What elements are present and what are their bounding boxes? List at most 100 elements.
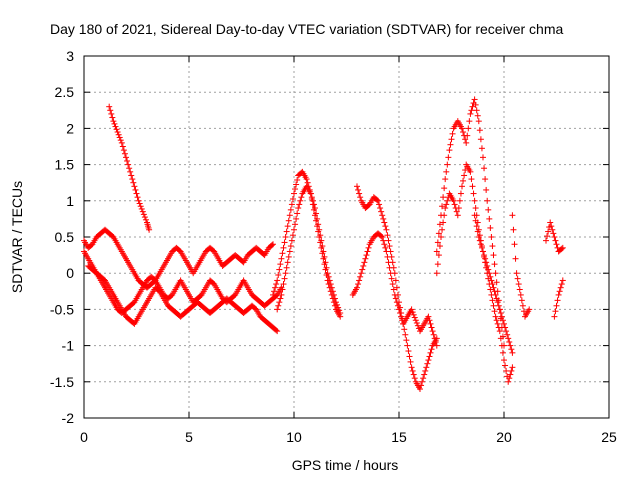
- data-point-interp: [512, 255, 519, 262]
- data-point-interp: [125, 161, 132, 168]
- data-point-interp: [428, 346, 435, 353]
- data-point-interp: [476, 237, 483, 244]
- data-point: [421, 371, 428, 378]
- data-point-interp: [456, 197, 463, 204]
- data-point-interp: [381, 219, 388, 226]
- data-point: [496, 306, 503, 313]
- data-point-interp: [386, 243, 393, 250]
- data-point-interp: [288, 237, 295, 244]
- y-tick-label: -1.5: [50, 374, 74, 390]
- data-point-interp: [432, 338, 439, 345]
- data-point-interp: [392, 295, 399, 302]
- data-point-interp: [514, 275, 521, 282]
- data-point: [114, 129, 121, 136]
- data-point-interp: [355, 281, 362, 288]
- data-point-interp: [330, 291, 337, 298]
- data-point: [354, 183, 360, 190]
- data-point-interp: [411, 375, 418, 382]
- data-point-interp: [126, 165, 133, 172]
- data-point-interp: [434, 261, 441, 268]
- data-point-interp: [113, 126, 120, 133]
- data-point-interp: [511, 241, 518, 248]
- data-point: [517, 291, 524, 298]
- data-point: [551, 234, 558, 240]
- data-point-interp: [293, 181, 300, 188]
- data-point-interp: [357, 194, 364, 201]
- data-point-interp: [436, 221, 443, 228]
- data-point: [475, 234, 482, 240]
- data-point-interp: [377, 205, 384, 212]
- data-point: [312, 205, 318, 212]
- data-point-interp: [406, 353, 413, 360]
- data-point-interp: [472, 205, 479, 212]
- data-point-interp: [384, 253, 391, 260]
- data-point-interp: [381, 241, 388, 248]
- data-point-interp: [407, 358, 414, 365]
- data-point: [442, 205, 449, 212]
- data-point-interp: [334, 301, 341, 308]
- data-point: [496, 328, 503, 335]
- data-point-interp: [273, 281, 280, 288]
- data-point: [412, 317, 419, 324]
- data-point: [328, 284, 335, 291]
- data-point: [513, 270, 520, 277]
- data-point-interp: [493, 317, 500, 324]
- data-point-interp: [499, 349, 506, 356]
- x-tick-labels: 0 5 10 15 20 25: [80, 429, 617, 445]
- data-point: [488, 277, 495, 284]
- data-point-interp: [478, 145, 485, 152]
- data-point: [282, 270, 289, 277]
- data-point-interp: [435, 230, 442, 237]
- y-tick-label: 2: [66, 120, 74, 136]
- data-point-interp: [468, 107, 475, 114]
- data-point-interp: [508, 346, 515, 353]
- data-point-interp: [436, 243, 443, 250]
- data-point-interp: [317, 232, 324, 239]
- data-point-interp: [468, 176, 475, 183]
- data-point-interp: [115, 131, 122, 138]
- data-point-interp: [482, 255, 489, 262]
- data-point-interp: [297, 197, 304, 204]
- data-point-interp: [392, 277, 399, 284]
- data-point-interp: [284, 223, 291, 230]
- data-point-interp: [489, 297, 496, 304]
- data-point-interp: [276, 299, 283, 306]
- data-point: [358, 270, 365, 277]
- data-point-interp: [424, 360, 431, 367]
- data-point-interp: [460, 129, 467, 136]
- data-point-interp: [128, 172, 135, 179]
- chart-title: Day 180 of 2021, Sidereal Day-to-day VTE…: [50, 21, 563, 37]
- axis-ticks: [83, 55, 610, 419]
- data-point-interp: [426, 317, 433, 324]
- data-point-interp: [553, 302, 560, 309]
- data-point: [433, 248, 440, 255]
- data-point-interp: [553, 241, 560, 248]
- data-point-interp: [296, 201, 303, 208]
- data-point-interp: [134, 194, 141, 201]
- data-point-interp: [477, 241, 484, 248]
- data-point-interp: [485, 266, 492, 273]
- data-point-interp: [440, 194, 447, 201]
- data-point: [123, 154, 129, 161]
- data-point-interp: [405, 348, 412, 355]
- data-point-interp: [410, 371, 417, 378]
- data-point-interp: [486, 270, 493, 277]
- data-point: [438, 234, 444, 240]
- data-point-interp: [474, 228, 481, 235]
- data-point-interp: [490, 252, 497, 259]
- data-point-interp: [444, 197, 451, 204]
- data-point-interp: [365, 244, 372, 251]
- data-point: [471, 96, 478, 103]
- data-point: [291, 190, 297, 197]
- data-point: [471, 212, 478, 219]
- data-point-interp: [137, 203, 144, 210]
- data-point: [492, 291, 499, 298]
- data-point: [110, 118, 117, 125]
- y-axis-title: SDTVAR / TECUs: [9, 181, 25, 293]
- data-point: [379, 212, 386, 219]
- data-point-interp: [275, 272, 282, 279]
- data-point-interp: [373, 196, 380, 203]
- data-point-interp: [382, 223, 389, 230]
- data-point-interp: [461, 172, 468, 179]
- data-point-interp: [402, 331, 409, 338]
